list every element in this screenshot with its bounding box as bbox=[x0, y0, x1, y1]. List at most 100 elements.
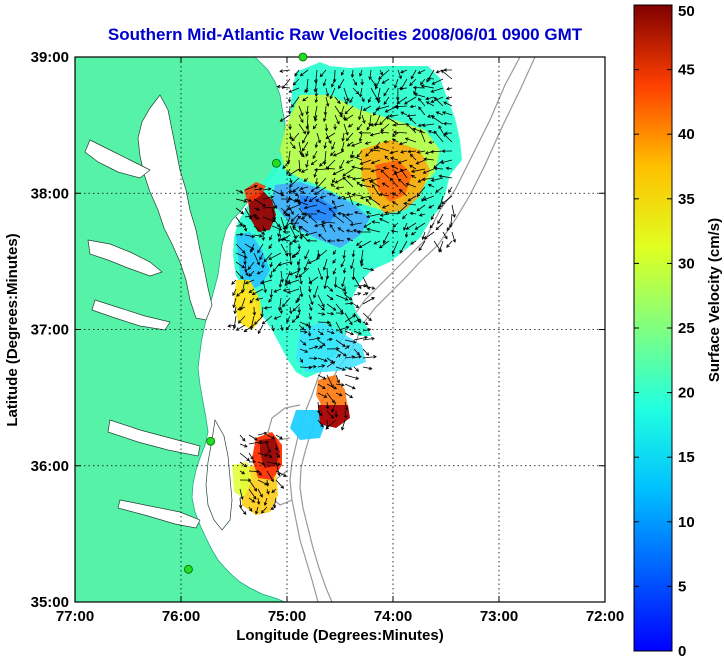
velocity-arrow bbox=[393, 104, 408, 109]
velocity-arrow bbox=[232, 288, 237, 297]
velocity-arrow bbox=[284, 216, 291, 230]
velocity-arrow bbox=[408, 117, 417, 125]
velocity-arrow bbox=[329, 87, 336, 100]
velocity-arrow bbox=[280, 243, 288, 257]
velocity-arrow bbox=[317, 364, 326, 368]
velocity-arrow bbox=[277, 261, 291, 267]
velocity-arrow bbox=[316, 249, 328, 260]
velocity-arrow bbox=[323, 141, 327, 150]
velocity-arrow bbox=[382, 166, 390, 170]
velocity-arrow bbox=[344, 339, 357, 344]
velocity-arrow bbox=[451, 231, 456, 243]
map-title: Southern Mid-Atlantic Raw Velocities 200… bbox=[108, 25, 583, 44]
velocity-arrow bbox=[263, 306, 273, 310]
velocity-arrow bbox=[248, 506, 253, 512]
velocity-arrow bbox=[445, 166, 453, 171]
velocity-arrow bbox=[269, 270, 273, 279]
velocity-arrow bbox=[236, 224, 247, 228]
velocity-arrow bbox=[304, 195, 309, 203]
x-tick-label: 72:00 bbox=[586, 608, 624, 625]
velocity-arrow bbox=[237, 315, 246, 324]
velocity-arrow bbox=[299, 339, 307, 346]
velocity-arrow bbox=[287, 279, 300, 285]
velocity-arrow bbox=[236, 288, 246, 297]
velocity-arrow bbox=[353, 335, 369, 341]
velocity-arrow bbox=[280, 207, 291, 217]
velocity-arrow bbox=[360, 78, 364, 86]
velocity-arrow bbox=[288, 270, 300, 276]
colorbar bbox=[633, 4, 673, 652]
velocity-arrow bbox=[342, 267, 347, 274]
velocity-arrow bbox=[291, 96, 300, 108]
velocity-arrow bbox=[273, 315, 282, 320]
velocity-arrow bbox=[359, 69, 363, 77]
velocity-arrow bbox=[384, 211, 399, 215]
velocity-arrow bbox=[332, 150, 345, 157]
velocity-arrow bbox=[344, 392, 354, 399]
velocity-arrow bbox=[291, 132, 300, 142]
velocity-arrow bbox=[326, 383, 338, 390]
velocity-arrow bbox=[340, 141, 345, 153]
velocity-arrow bbox=[266, 470, 274, 483]
velocity-arrow bbox=[406, 114, 417, 118]
velocity-arrow bbox=[266, 461, 281, 466]
velocity-arrow bbox=[325, 419, 337, 430]
velocity-arrow bbox=[308, 336, 321, 341]
velocity-arrow bbox=[430, 96, 444, 103]
velocity-arrow bbox=[353, 366, 360, 372]
velocity-arrow bbox=[362, 285, 376, 290]
velocity-arrow bbox=[373, 141, 381, 150]
velocity-arrow bbox=[419, 129, 426, 143]
velocity-arrow bbox=[391, 192, 399, 197]
velocity-arrow bbox=[362, 312, 372, 322]
velocity-arrow bbox=[403, 96, 417, 105]
velocity-arrow bbox=[350, 69, 355, 78]
velocity-arrow bbox=[405, 123, 417, 134]
velocity-arrow bbox=[345, 229, 354, 233]
velocity-arrow bbox=[423, 157, 435, 161]
velocity-arrow bbox=[239, 461, 248, 468]
velocity-arrow bbox=[243, 225, 248, 232]
velocity-arrow bbox=[299, 186, 309, 191]
velocity-arrow bbox=[407, 149, 417, 154]
velocity-arrow bbox=[322, 258, 328, 271]
velocity-arrow bbox=[405, 222, 417, 230]
velocity-arrow bbox=[440, 159, 453, 164]
velocity-arrow bbox=[398, 189, 408, 197]
velocity-arrow bbox=[298, 324, 305, 331]
velocity-arrow bbox=[379, 69, 383, 76]
velocity-arrow bbox=[365, 211, 372, 215]
velocity-arrow bbox=[253, 225, 266, 235]
velocity-arrow bbox=[326, 337, 333, 342]
velocity-arrow bbox=[283, 204, 291, 215]
velocity-arrow bbox=[341, 276, 346, 288]
velocity-arrow bbox=[304, 231, 318, 237]
velocity-arrow bbox=[248, 469, 261, 474]
velocity-arrow bbox=[299, 226, 309, 233]
velocity-arrow bbox=[404, 137, 417, 143]
velocity-arrow bbox=[298, 105, 304, 117]
velocity-arrow bbox=[335, 325, 350, 332]
velocity-arrow bbox=[313, 78, 318, 93]
velocity-arrow bbox=[409, 164, 417, 170]
colorbar-tick-label: 10 bbox=[678, 514, 695, 531]
velocity-arrow bbox=[418, 213, 426, 217]
velocity-arrow bbox=[335, 348, 347, 357]
velocity-arrow bbox=[433, 130, 444, 143]
velocity-arrow bbox=[320, 220, 336, 224]
velocity-arrow bbox=[341, 132, 345, 142]
velocity-arrow bbox=[297, 159, 302, 173]
velocity-arrow bbox=[344, 312, 353, 326]
velocity-arrow bbox=[427, 183, 435, 188]
velocity-arrow bbox=[362, 336, 375, 341]
velocity-arrow bbox=[303, 204, 318, 210]
velocity-arrow bbox=[297, 198, 302, 206]
colorbar-tick-label: 40 bbox=[678, 126, 695, 143]
velocity-arrow bbox=[368, 196, 381, 206]
velocity-arrow bbox=[342, 195, 354, 200]
velocity-arrow bbox=[317, 401, 321, 415]
velocity-arrow bbox=[423, 231, 435, 240]
velocity-arrow bbox=[266, 452, 273, 459]
velocity-arrow bbox=[332, 204, 345, 209]
velocity-arrow bbox=[416, 204, 426, 212]
